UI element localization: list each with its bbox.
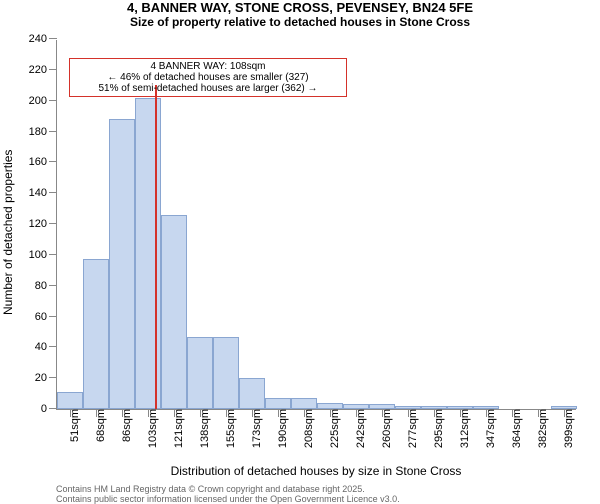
attribution-line1: Contains HM Land Registry data © Crown c… <box>56 484 400 494</box>
y-tick-label: 100 <box>29 249 57 261</box>
x-axis-label: Distribution of detached houses by size … <box>56 464 576 478</box>
y-tick-label: 220 <box>29 64 57 76</box>
histogram-bar <box>291 398 316 409</box>
histogram-bar <box>109 119 134 409</box>
x-tick-label: 364sqm <box>501 409 523 448</box>
x-tick-label: 103sqm <box>137 409 159 448</box>
x-tick-label: 295sqm <box>423 409 445 448</box>
callout-line-2: ← 46% of detached houses are smaller (32… <box>76 72 340 83</box>
histogram-bar <box>239 378 264 409</box>
histogram-bar <box>265 398 290 409</box>
x-tick-label: 190sqm <box>267 409 289 448</box>
y-axis-label: Number of detached properties <box>1 150 15 315</box>
y-tick-label: 0 <box>41 403 57 415</box>
plot-area: 02040608010012014016018020022024051sqm68… <box>56 40 576 410</box>
histogram-chart: 4, BANNER WAY, STONE CROSS, PEVENSEY, BN… <box>0 0 600 500</box>
y-tick-label: 40 <box>35 341 57 353</box>
y-tick-label: 120 <box>29 218 57 230</box>
x-tick-label: 138sqm <box>189 409 211 448</box>
y-tick-label: 200 <box>29 95 57 107</box>
x-tick-label: 277sqm <box>397 409 419 448</box>
callout-line-1: 4 BANNER WAY: 108sqm <box>76 61 340 72</box>
histogram-bar <box>83 259 108 409</box>
callout-box: 4 BANNER WAY: 108sqm← 46% of detached ho… <box>69 58 347 97</box>
x-tick-label: 208sqm <box>293 409 315 448</box>
y-tick-label: 180 <box>29 126 57 138</box>
title-line2: Size of property relative to detached ho… <box>0 15 600 29</box>
histogram-bar <box>135 98 160 409</box>
attribution-line2: Contains public sector information licen… <box>56 494 400 504</box>
title-line1: 4, BANNER WAY, STONE CROSS, PEVENSEY, BN… <box>0 0 600 15</box>
y-tick-label: 240 <box>29 33 57 45</box>
callout-line-3: 51% of semi-detached houses are larger (… <box>76 83 340 94</box>
y-tick-label: 60 <box>35 311 57 323</box>
y-tick-label: 20 <box>35 372 57 384</box>
marker-line <box>155 85 157 409</box>
y-tick-label: 80 <box>35 280 57 292</box>
histogram-bar <box>213 337 238 409</box>
x-tick-label: 86sqm <box>111 409 133 442</box>
x-tick-label: 121sqm <box>163 409 185 448</box>
x-tick-label: 242sqm <box>345 409 367 448</box>
x-tick-label: 155sqm <box>215 409 237 448</box>
x-tick-label: 347sqm <box>475 409 497 448</box>
histogram-bar <box>57 392 82 409</box>
x-tick-label: 312sqm <box>449 409 471 448</box>
x-tick-label: 399sqm <box>553 409 575 448</box>
y-tick-label: 140 <box>29 187 57 199</box>
x-tick-label: 51sqm <box>59 409 81 442</box>
x-tick-label: 260sqm <box>371 409 393 448</box>
x-tick-label: 225sqm <box>319 409 341 448</box>
y-tick-label: 160 <box>29 156 57 168</box>
x-tick-label: 382sqm <box>527 409 549 448</box>
chart-title: 4, BANNER WAY, STONE CROSS, PEVENSEY, BN… <box>0 0 600 29</box>
attribution-text: Contains HM Land Registry data © Crown c… <box>56 484 400 504</box>
histogram-bar <box>187 337 212 409</box>
histogram-bar <box>161 215 186 409</box>
x-tick-label: 68sqm <box>85 409 107 442</box>
x-tick-label: 173sqm <box>241 409 263 448</box>
